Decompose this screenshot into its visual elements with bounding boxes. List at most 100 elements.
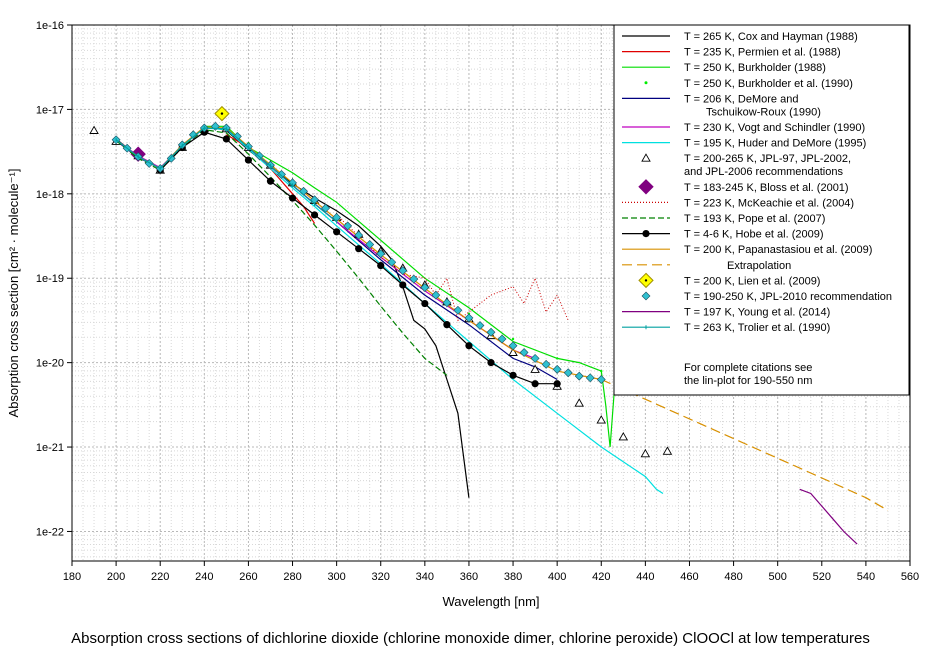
series-t-190-250-k-jpl-2010-recommendation-point — [475, 321, 485, 330]
legend-t-4-6-k-hobe-et-al-2009-marker — [642, 230, 650, 238]
legend-extrapolation: Extrapolation — [622, 260, 791, 272]
y-tick-label: 1e-21 — [36, 442, 64, 454]
legend-t-200-265-k-jpl-97-jpl-2002: T = 200-265 K, JPL-97, JPL-2002,and JPL-… — [641, 153, 851, 178]
series-t-200-265-k-jpl-97-jpl-2002-point — [596, 415, 607, 424]
series-t-190-250-k-jpl-2010-recommendation-point — [563, 368, 573, 378]
legend-t-190-250-k-jpl-2010-recommendation: T = 190-250 K, JPL-2010 recommendation — [641, 291, 892, 303]
legend-t-190-250-k-jpl-2010-recommendation-label: T = 190-250 K, JPL-2010 recommendation — [684, 291, 892, 303]
y-tick-label: 1e-20 — [36, 358, 64, 370]
legend-t-197-k-young-et-al-2014: T = 197 K, Young et al. (2014) — [622, 307, 830, 319]
series-t-190-250-k-jpl-2010-recommendation-point — [552, 364, 562, 374]
legend-t-200-k-papanastasiou-et-al-2009-label: T = 200 K, Papanastasiou et al. (2009) — [684, 244, 872, 256]
legend-t-223-k-mckeachie-et-al-2004: T = 223 K, McKeachie et al. (2004) — [622, 197, 854, 209]
series-extrapolation-line — [601, 378, 889, 511]
x-tick-label: 200 — [107, 571, 125, 583]
x-tick-label: 340 — [416, 571, 434, 583]
series-t-4-6-k-hobe-et-al-2009-point — [355, 245, 363, 253]
y-tick-label: 1e-18 — [36, 189, 64, 201]
legend-t-195-k-huder-and-demore-1995: T = 195 K, Huder and DeMore (1995) — [622, 138, 866, 150]
series-t-250-k-burkholder-et-al-1990-point — [511, 337, 515, 341]
series-t-4-6-k-hobe-et-al-2009-point — [553, 380, 561, 388]
series-t-195-k-huder-and-demore-1995-line — [115, 127, 664, 495]
series-t-200-265-k-jpl-97-jpl-2002-point — [618, 432, 629, 441]
series-t-190-250-k-jpl-2010-recommendation-point — [442, 298, 452, 308]
legend-t-206-k-demore-and-label: T = 206 K, DeMore and — [684, 93, 798, 105]
x-tick-label: 360 — [460, 571, 478, 583]
series-t-190-250-k-jpl-2010-recommendation-point — [508, 341, 518, 351]
legend-t-250-k-burkholder-et-al-1990: T = 250 K, Burkholder et al. (1990) — [644, 78, 853, 90]
x-tick-label: 540 — [857, 571, 875, 583]
x-tick-label: 520 — [813, 571, 831, 583]
series-t-190-250-k-jpl-2010-recommendation-point — [585, 373, 595, 383]
legend-t-183-245-k-bloss-et-al-2001-marker — [638, 179, 654, 195]
legend-t-230-k-vogt-and-schindler-1990-label: T = 230 K, Vogt and Schindler (1990) — [684, 122, 865, 134]
legend-box — [613, 24, 910, 396]
y-tick-label: 1e-22 — [36, 526, 64, 538]
legend-t-200-265-k-jpl-97-jpl-2002-label: T = 200-265 K, JPL-97, JPL-2002, — [684, 153, 851, 165]
series-t-4-6-k-hobe-et-al-2009-point — [244, 156, 253, 164]
series-t-4-6-k-hobe-et-al-2009-point — [288, 194, 297, 202]
series-t-200-265-k-jpl-97-jpl-2002-point — [574, 398, 584, 407]
series-t-190-250-k-jpl-2010-recommendation-point — [497, 334, 507, 344]
series-t-4-6-k-hobe-et-al-2009-point — [310, 211, 319, 219]
series-t-200-265-k-jpl-97-jpl-2002-point — [640, 448, 651, 458]
series-t-4-6-k-hobe-et-al-2009-point — [377, 261, 385, 270]
legend-t-183-245-k-bloss-et-al-2001-label: T = 183-245 K, Bloss et al. (2001) — [684, 182, 849, 194]
legend-t-200-k-lien-et-al-2009: T = 200 K, Lien et al. (2009) — [638, 272, 820, 289]
y-tick-label: 1e-17 — [36, 104, 64, 116]
x-tick-label: 280 — [283, 571, 301, 583]
series-t-4-6-k-hobe-et-al-2009-point — [399, 281, 407, 289]
x-tick-label: 500 — [769, 571, 787, 583]
legend-t-4-6-k-hobe-et-al-2009: T = 4-6 K, Hobe et al. (2009) — [622, 229, 824, 241]
series-t-4-6-k-hobe-et-al-2009-point — [509, 371, 517, 379]
series-t-200-265-k-jpl-97-jpl-2002-point — [508, 347, 518, 356]
legend: T = 265 K, Cox and Hayman (1988) T = 235 … — [613, 24, 910, 396]
series-t-4-6-k-hobe-et-al-2009-point — [266, 177, 275, 185]
series-t-4-6-k-hobe-et-al-2009-point — [465, 342, 473, 350]
legend-t-263-k-trolier-et-al-1990-label: T = 263 K, Trolier et al. (1990) — [684, 322, 830, 334]
series-layer — [89, 105, 889, 545]
series-t-195-k-huder-and-demore-1995 — [115, 127, 664, 495]
series-t-190-250-k-jpl-2010-recommendation-point — [519, 348, 529, 357]
x-tick-label: 240 — [195, 571, 213, 583]
legend-t-193-k-pope-et-al-2007: T = 193 K, Pope et al. (2007) — [622, 213, 825, 225]
series-t-197-k-young-et-al-2014 — [799, 488, 858, 545]
x-tick-label: 380 — [504, 571, 522, 583]
series-t-190-250-k-jpl-2010-recommendation-point — [596, 375, 606, 384]
series-t-250-k-burkholder-et-al-1990-point — [600, 369, 603, 373]
legend-t-235-k-permien-et-al-1988-label: T = 235 K, Permien et al. (1988) — [684, 47, 841, 59]
series-t-190-250-k-jpl-2010-recommendation-point — [486, 327, 496, 337]
legend-t-190-250-k-jpl-2010-recommendation-marker — [641, 291, 651, 301]
series-t-190-250-k-jpl-2010-recommendation-point — [166, 153, 176, 163]
legend-footnote-line-2: the lin-plot for 190-550 nm — [684, 375, 812, 387]
series-t-4-6-k-hobe-et-al-2009-point — [487, 359, 495, 367]
legend-t-200-265-k-jpl-97-jpl-2002-label-2: and JPL-2006 recommendations — [684, 166, 843, 178]
x-tick-label: 220 — [151, 571, 169, 583]
x-tick-label: 460 — [680, 571, 698, 583]
legend-t-263-k-trolier-et-al-1990: T = 263 K, Trolier et al. (1990) — [622, 322, 830, 334]
legend-t-200-265-k-jpl-97-jpl-2002-marker — [641, 153, 651, 162]
x-tick-label: 480 — [724, 571, 742, 583]
legend-t-200-k-lien-et-al-2009-label: T = 200 K, Lien et al. (2009) — [684, 275, 820, 287]
y-axis-label: Absorption cross section [cm² · molecule… — [6, 169, 21, 418]
series-t-190-250-k-jpl-2010-recommendation-point — [376, 249, 386, 259]
series-t-190-250-k-jpl-2010-recommendation-point — [409, 274, 419, 284]
plot-frame — [71, 24, 911, 562]
legend-t-250-k-burkholder-et-al-1990-marker — [644, 81, 648, 85]
x-tick-label: 180 — [63, 571, 81, 583]
legend-t-195-k-huder-and-demore-1995-label: T = 195 K, Huder and DeMore (1995) — [684, 138, 866, 150]
legend-t-230-k-vogt-and-schindler-1990: T = 230 K, Vogt and Schindler (1990) — [622, 122, 865, 134]
series-t-190-250-k-jpl-2010-recommendation-point — [574, 371, 584, 381]
legend-t-200-k-papanastasiou-et-al-2009: T = 200 K, Papanastasiou et al. (2009) — [622, 244, 872, 256]
series-t-4-6-k-hobe-et-al-2009-point — [531, 380, 539, 388]
x-tick-label: 300 — [327, 571, 345, 583]
series-t-200-265-k-jpl-97-jpl-2002-point — [662, 446, 673, 455]
legend-t-200-k-lien-et-al-2009-marker-center — [644, 279, 648, 282]
legend-t-250-k-burkholder-1988: T = 250 K, Burkholder (1988) — [622, 62, 826, 74]
x-axis-label: Wavelength [nm] — [442, 594, 539, 609]
series-t-263-k-trolier-et-al-1990 — [115, 125, 338, 224]
legend-t-250-k-burkholder-et-al-1990-label: T = 250 K, Burkholder et al. (1990) — [684, 78, 853, 90]
legend-t-265-k-cox-and-hayman-1988-label: T = 265 K, Cox and Hayman (1988) — [684, 31, 858, 43]
series-t-230-k-vogt-and-schindler-1990-line — [115, 127, 536, 359]
